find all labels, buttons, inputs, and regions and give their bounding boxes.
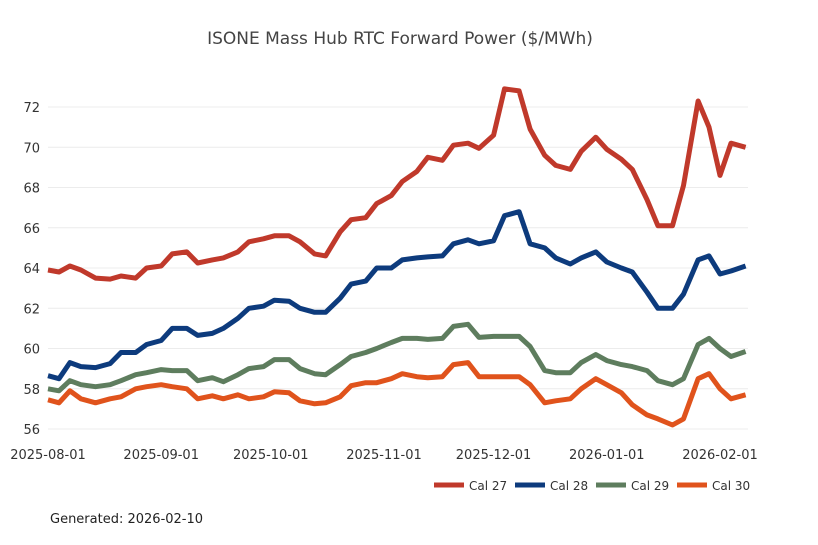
y-tick-label: 62 bbox=[23, 302, 40, 317]
x-tick-label: 2025-12-01 bbox=[456, 448, 532, 463]
x-tick-label: 2025-09-01 bbox=[123, 448, 199, 463]
y-tick-label: 68 bbox=[23, 182, 40, 197]
series-line-cal-29 bbox=[47, 321, 747, 394]
y-tick-label: 66 bbox=[23, 222, 40, 237]
series-lines bbox=[47, 86, 747, 428]
legend-item[interactable]: Cal 27 bbox=[434, 479, 507, 493]
y-tick-label: 70 bbox=[23, 141, 40, 156]
generated-timestamp: Generated: 2026-02-10 bbox=[50, 512, 204, 527]
y-tick-label: 56 bbox=[23, 423, 40, 438]
x-tick-label: 2026-02-01 bbox=[682, 448, 758, 463]
y-tick-label: 60 bbox=[23, 343, 40, 358]
chart-title: ISONE Mass Hub RTC Forward Power ($/MWh) bbox=[207, 29, 593, 49]
legend: Cal 27 Cal 28 Cal 29 Cal 30 bbox=[434, 479, 750, 493]
y-tick-label: 72 bbox=[23, 101, 40, 116]
legend-label: Cal 29 bbox=[631, 479, 669, 493]
x-axis-ticks: 2025-08-01 2025-09-01 2025-10-01 2025-11-01… bbox=[10, 448, 758, 463]
legend-item[interactable]: Cal 29 bbox=[596, 479, 669, 493]
x-tick-label: 2025-08-01 bbox=[10, 448, 86, 463]
legend-label: Cal 27 bbox=[469, 479, 507, 493]
series-line-cal-28 bbox=[47, 209, 747, 382]
y-axis-ticks: 56 58 60 62 64 66 68 70 72 bbox=[23, 101, 40, 438]
x-tick-label: 2025-11-01 bbox=[346, 448, 422, 463]
y-tick-label: 58 bbox=[23, 383, 40, 398]
legend-item[interactable]: Cal 30 bbox=[677, 479, 750, 493]
x-tick-label: 2025-10-01 bbox=[233, 448, 309, 463]
legend-item[interactable]: Cal 28 bbox=[515, 479, 588, 493]
series-line-cal-27 bbox=[47, 86, 747, 282]
legend-label: Cal 28 bbox=[550, 479, 588, 493]
y-tick-label: 64 bbox=[23, 262, 40, 277]
gridlines bbox=[48, 106, 748, 430]
series-line-cal-30 bbox=[47, 360, 747, 428]
legend-label: Cal 30 bbox=[712, 479, 750, 493]
x-tick-label: 2026-01-01 bbox=[569, 448, 645, 463]
